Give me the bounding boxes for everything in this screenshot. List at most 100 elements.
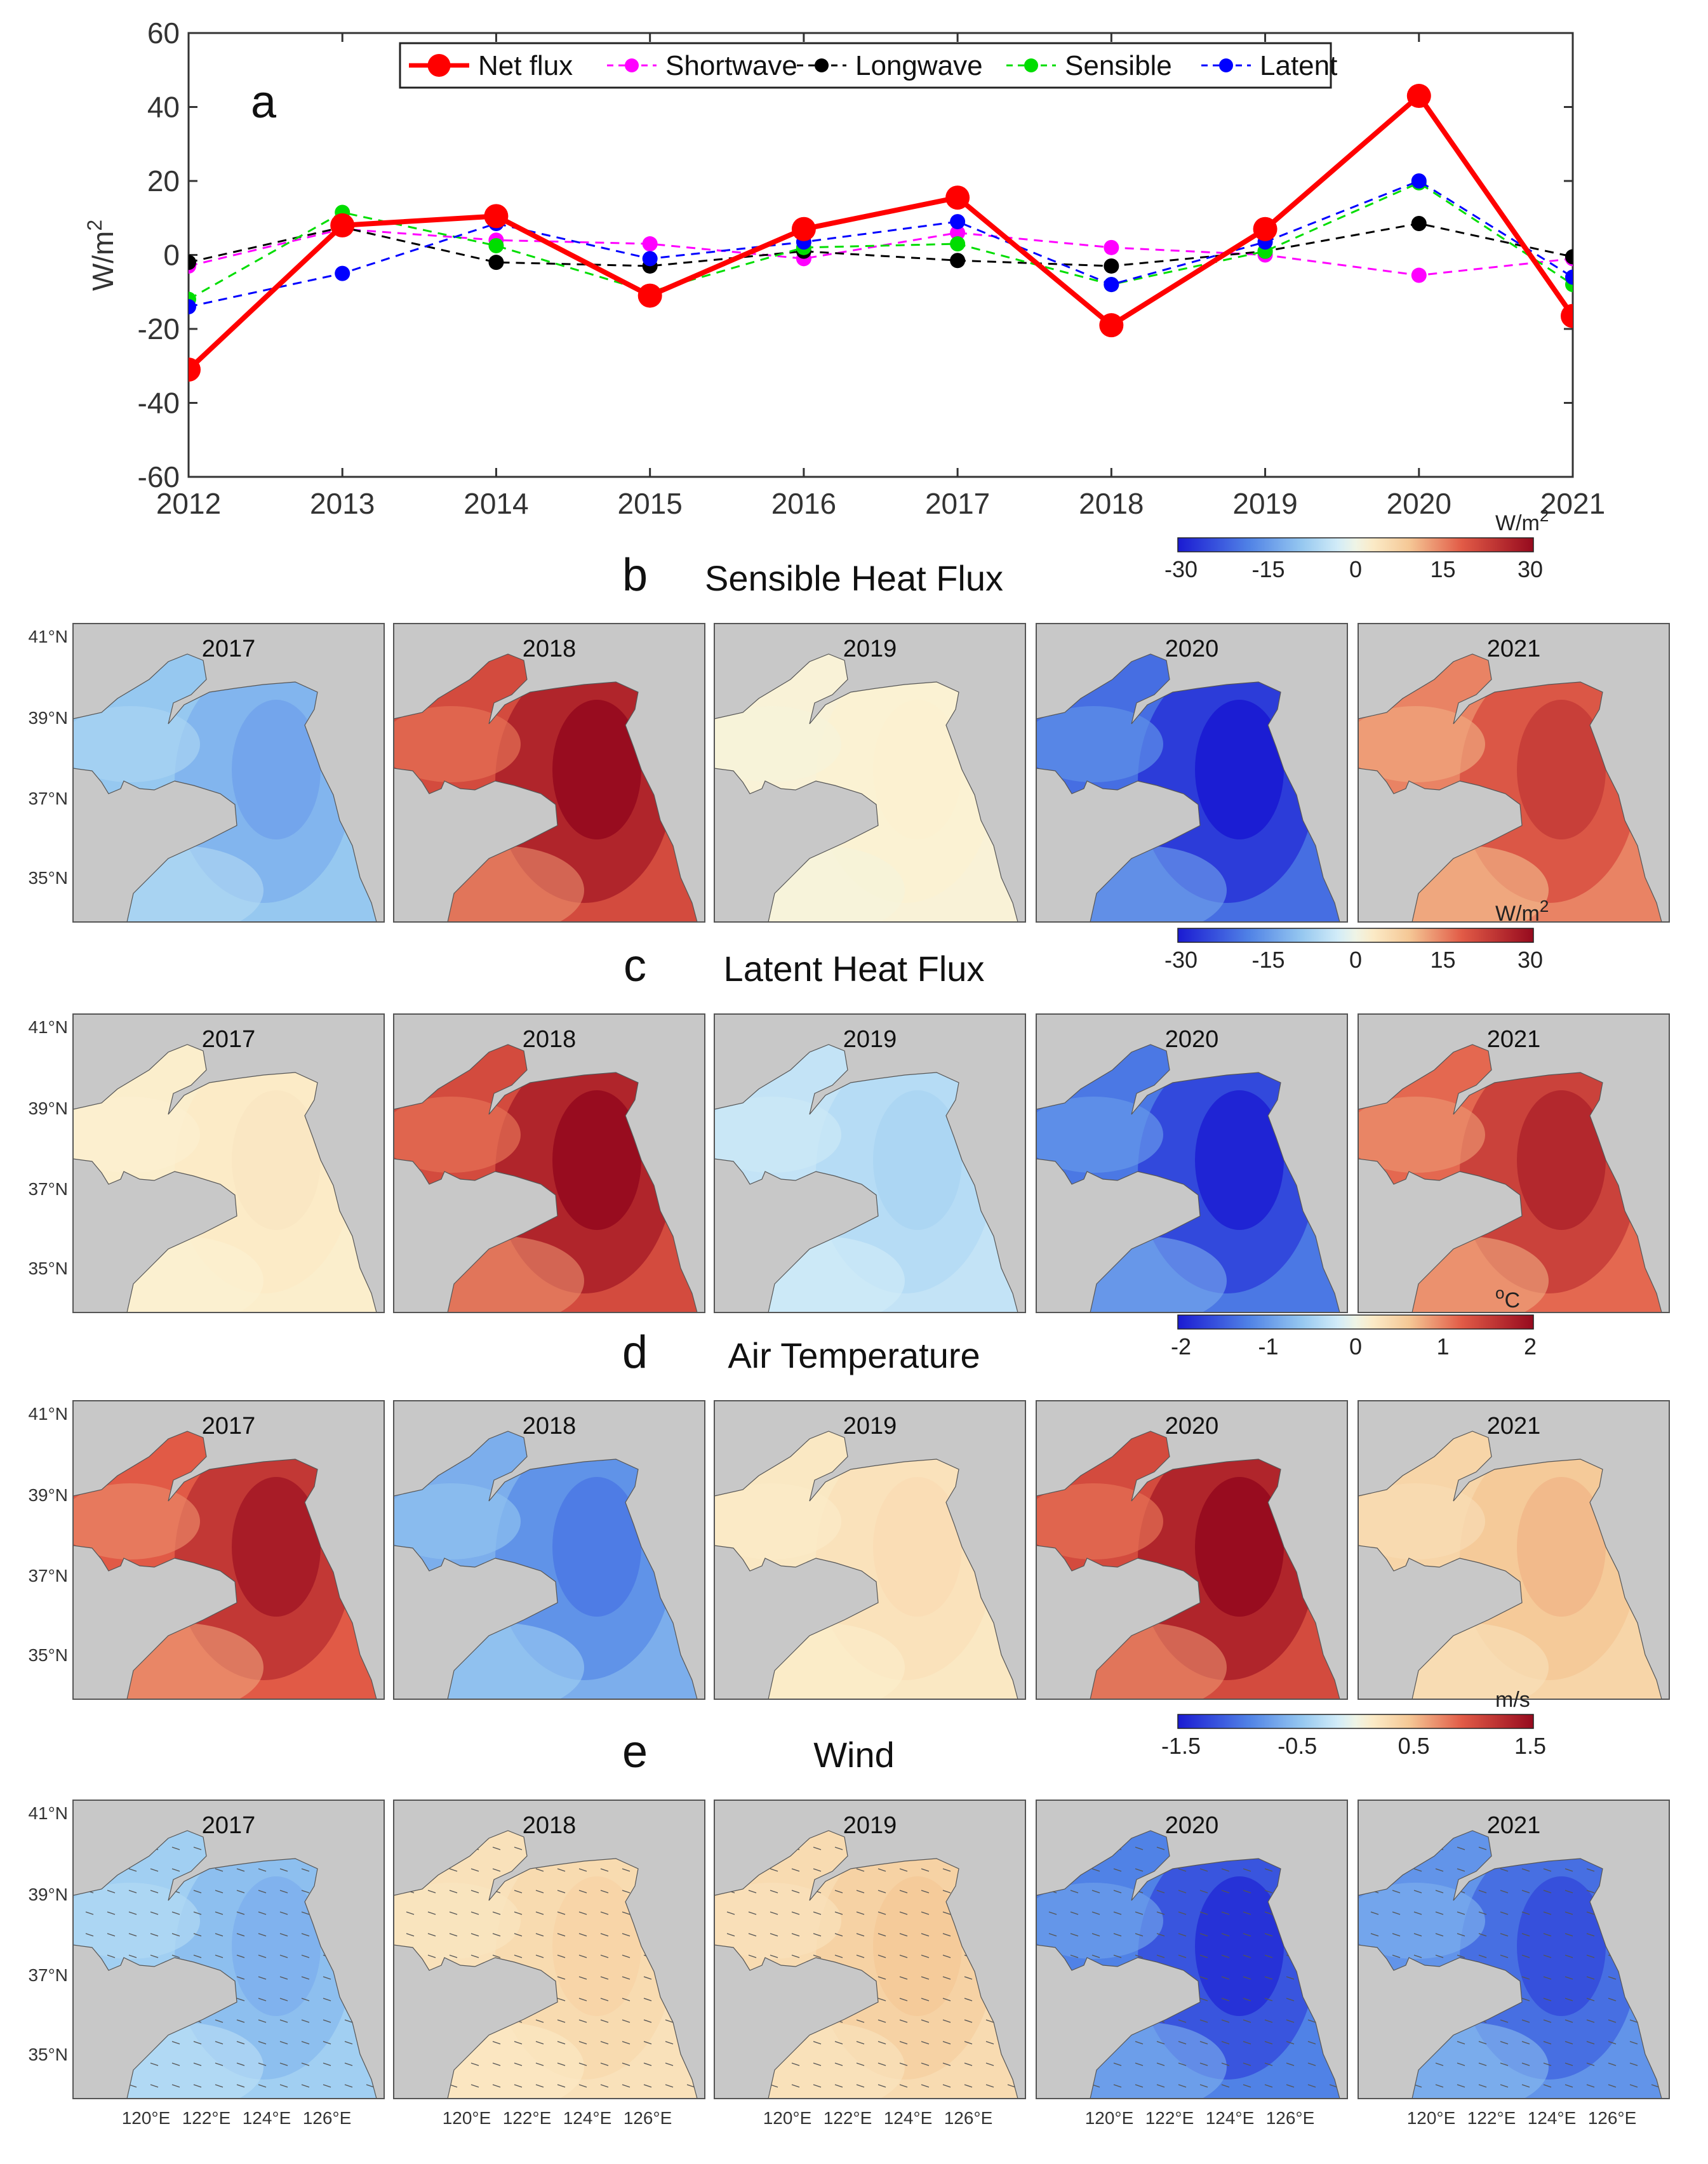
- wind-arrow: [1135, 2062, 1144, 2066]
- wind-arrow: [1199, 1933, 1208, 1937]
- wind-arrow: [1521, 1954, 1530, 1958]
- wind-arrow: [1264, 2084, 1273, 2088]
- panel-label: b: [622, 550, 648, 601]
- map-year: 2021: [1487, 1812, 1541, 1839]
- wind-arrow: [1264, 2019, 1273, 2023]
- wind-arrow: [1457, 1954, 1465, 1958]
- wind-arrow: [193, 2041, 202, 2045]
- wind-arrow: [921, 1868, 930, 1872]
- legend-label: Shortwave: [665, 50, 797, 81]
- wind-arrow: [964, 2084, 973, 2088]
- wind-arrow: [1243, 2084, 1251, 2088]
- wind-arrow: [557, 1998, 566, 2001]
- wind-arrow: [665, 2041, 674, 2045]
- map-year: 2017: [202, 636, 256, 662]
- field-blob: [873, 1090, 962, 1230]
- wind-arrow: [1435, 1911, 1444, 1915]
- wind-arrow: [193, 1847, 202, 1850]
- wind-arrow: [1457, 2062, 1465, 2066]
- data-point: [1411, 215, 1427, 231]
- wind-arrow: [964, 1998, 973, 2001]
- legend-item: Shortwave: [607, 50, 797, 81]
- wind-arrow: [1135, 1868, 1144, 1872]
- field-blob: [73, 706, 200, 782]
- wind-arrow: [578, 2041, 587, 2045]
- wind-arrow: [1243, 1976, 1251, 1980]
- wind-arrow: [942, 1911, 951, 1915]
- map-2018: 2018: [393, 1013, 705, 1313]
- wind-arrow: [899, 1976, 908, 1980]
- wind-arrow: [1264, 2062, 1273, 2066]
- coastline: [1358, 653, 1662, 923]
- wind-arrow: [899, 1954, 908, 1958]
- wind-arrow: [236, 2062, 245, 2066]
- coastline: [714, 653, 1018, 923]
- wind-arrow: [600, 1933, 609, 1937]
- net-flux-line-chart: -60 -40 -20 0 20 40 60 2012 2013 2014 2015 2016 201…: [83, 17, 1605, 520]
- wind-arrow: [301, 1911, 310, 1915]
- wind-arrow: [1199, 1976, 1208, 1980]
- wind-arrow: [449, 1933, 458, 1937]
- map-frame: [714, 1400, 1026, 1700]
- wind-arrow: [193, 1890, 202, 1894]
- wind-arrow: [899, 2084, 908, 2088]
- wind-arrow: [215, 1868, 224, 1872]
- wind-arrow: [1264, 1933, 1273, 1937]
- wind-arrow: [1521, 2019, 1530, 2023]
- wind-arrow: [791, 1868, 800, 1872]
- line-legend: Net flux Shortwave Longwave Sensible Latent: [399, 42, 1337, 89]
- wind-arrow: [748, 1890, 757, 1894]
- field-blob: [714, 706, 841, 782]
- line-plot-area: [187, 32, 1574, 478]
- wind-arrow: [1070, 1911, 1079, 1915]
- wind-arrow: [1543, 2041, 1552, 2045]
- legend-item: Net flux: [409, 50, 573, 81]
- series-line: [189, 228, 1573, 277]
- map-2017: 2017 41°N 39°N 37°N 35°N: [28, 1013, 385, 1313]
- wind-arrow: [942, 2084, 951, 2088]
- legend-marker: [427, 54, 451, 77]
- wind-arrow: [622, 2062, 630, 2066]
- wind-arrow: [1435, 2062, 1444, 2066]
- wind-arrow: [1135, 1954, 1144, 1958]
- map-year: 2018: [523, 1812, 577, 1839]
- field-blob: [552, 1477, 641, 1617]
- wind-arrow: [557, 1933, 566, 1937]
- field-blob: [552, 1876, 641, 2016]
- wind-arrow: [1286, 1998, 1295, 2001]
- wind-arrow: [1113, 1868, 1122, 1872]
- wind-arrow: [1135, 1933, 1144, 1937]
- wind-arrow: [1543, 1954, 1552, 1958]
- wind-arrow: [1221, 1933, 1230, 1937]
- wind-arrow: [514, 1890, 523, 1894]
- data-point: [1104, 239, 1119, 255]
- wind-arrow: [942, 1933, 951, 1937]
- y-tick-label: -40: [138, 387, 180, 420]
- wind-arrow: [1565, 2041, 1573, 2045]
- wind-arrow: [258, 1954, 267, 1958]
- map-frame: [393, 623, 705, 923]
- wind-arrow: [323, 1998, 331, 2001]
- wind-arrow: [470, 1933, 479, 1937]
- latitude-label: 39°N: [28, 1885, 68, 1904]
- wind-arrow: [171, 1847, 180, 1850]
- map-year: 2018: [523, 1413, 577, 1439]
- wind-arrow: [150, 1868, 159, 1872]
- wind-arrow: [535, 1868, 544, 1872]
- wind-arrow: [1521, 1911, 1530, 1915]
- wind-arrow: [427, 1954, 436, 1958]
- series-net-flux: [189, 84, 1573, 382]
- wind-arrow: [279, 1976, 288, 1980]
- wind-arrow: [1478, 2062, 1487, 2066]
- wind-arrow: [643, 1976, 652, 1980]
- wind-arrow: [171, 1911, 180, 1915]
- wind-arrow: [1178, 2062, 1187, 2066]
- data-point: [945, 185, 970, 210]
- field-blob: [873, 700, 962, 839]
- wind-arrow: [1178, 1954, 1187, 1958]
- latitude-label: 41°N: [28, 1803, 68, 1823]
- wind-arrow: [665, 2084, 674, 2088]
- panel-title: Air Temperature: [728, 1335, 980, 1375]
- wind-arrow: [877, 1911, 886, 1915]
